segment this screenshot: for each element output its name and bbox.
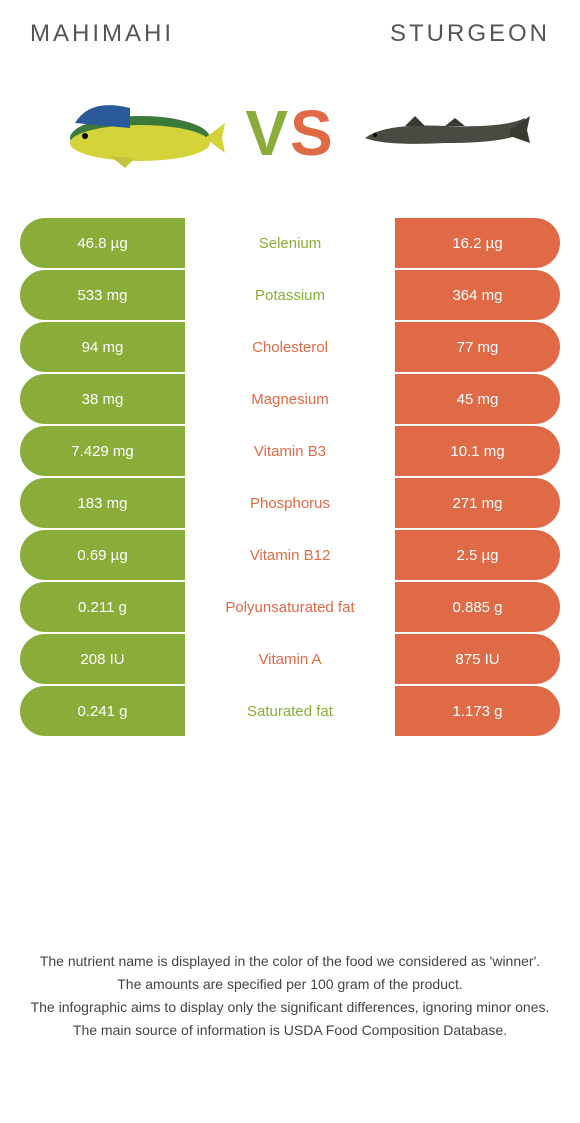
nutrient-label: Potassium [185,270,395,320]
nutrient-label: Selenium [185,218,395,268]
table-row: 0.69 µgVitamin B122.5 µg [20,530,560,580]
table-row: 183 mgPhosphorus271 mg [20,478,560,528]
table-row: 7.429 mgVitamin B310.1 mg [20,426,560,476]
mahimahi-image [50,78,225,188]
left-value: 533 mg [20,270,185,320]
table-row: 0.241 gSaturated fat1.173 g [20,686,560,736]
table-row: 38 mgMagnesium45 mg [20,374,560,424]
table-row: 94 mgCholesterol77 mg [20,322,560,372]
left-value: 183 mg [20,478,185,528]
right-value: 364 mg [395,270,560,320]
right-food-title: STURGEON [390,20,550,48]
left-value: 94 mg [20,322,185,372]
right-value: 45 mg [395,374,560,424]
right-value: 271 mg [395,478,560,528]
left-value: 38 mg [20,374,185,424]
right-value: 10.1 mg [395,426,560,476]
table-row: 208 IUVitamin A875 IU [20,634,560,684]
left-value: 0.69 µg [20,530,185,580]
sturgeon-image [355,78,530,188]
footer-line: The infographic aims to display only the… [30,997,550,1018]
right-value: 2.5 µg [395,530,560,580]
table-row: 46.8 µgSelenium16.2 µg [20,218,560,268]
vs-row: VS [0,58,580,218]
comparison-table: 46.8 µgSelenium16.2 µg533 mgPotassium364… [20,218,560,736]
footer-notes: The nutrient name is displayed in the co… [0,951,580,1043]
right-value: 77 mg [395,322,560,372]
right-value: 875 IU [395,634,560,684]
nutrient-label: Vitamin B12 [185,530,395,580]
left-value: 7.429 mg [20,426,185,476]
left-value: 46.8 µg [20,218,185,268]
nutrient-label: Polyunsaturated fat [185,582,395,632]
nutrient-label: Phosphorus [185,478,395,528]
nutrient-label: Magnesium [185,374,395,424]
right-value: 1.173 g [395,686,560,736]
left-value: 0.241 g [20,686,185,736]
vs-v: V [245,97,290,169]
right-value: 16.2 µg [395,218,560,268]
left-food-title: MAHIMAHI [30,20,174,48]
nutrient-label: Saturated fat [185,686,395,736]
table-row: 0.211 gPolyunsaturated fat0.885 g [20,582,560,632]
footer-line: The nutrient name is displayed in the co… [30,951,550,972]
nutrient-label: Vitamin A [185,634,395,684]
vs-label: VS [245,96,334,170]
nutrient-label: Cholesterol [185,322,395,372]
left-value: 208 IU [20,634,185,684]
table-row: 533 mgPotassium364 mg [20,270,560,320]
footer-line: The amounts are specified per 100 gram o… [30,974,550,995]
left-value: 0.211 g [20,582,185,632]
vs-s: S [290,97,335,169]
right-value: 0.885 g [395,582,560,632]
nutrient-label: Vitamin B3 [185,426,395,476]
footer-line: The main source of information is USDA F… [30,1020,550,1041]
